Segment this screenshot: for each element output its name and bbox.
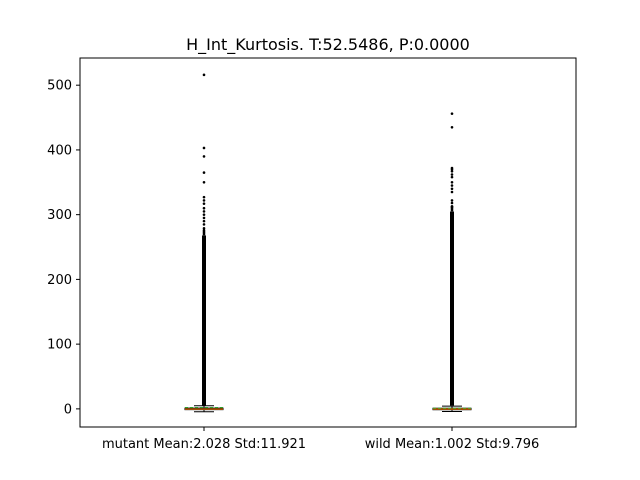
y-tick-label: 100 [47, 338, 72, 353]
outlier-point [450, 112, 454, 115]
x-axis: mutant Mean:2.028 Std:11.921 wild Mean:1.… [102, 427, 539, 452]
chart-title: H_Int_Kurtosis. T:52.5486, P:0.0000 [186, 35, 470, 55]
outlier-point [202, 228, 206, 232]
outlier-point [202, 206, 206, 210]
x-category-label: wild Mean:1.002 Std:9.796 [365, 437, 540, 452]
outlier-point [450, 190, 454, 194]
y-tick-label: 200 [47, 273, 72, 288]
plot-area-frame [79, 57, 577, 428]
y-tick-label: 300 [47, 208, 72, 223]
box-wild [432, 112, 472, 412]
y-tick-label: 0 [64, 402, 72, 417]
box-mutant [184, 73, 224, 413]
outlier-point [202, 73, 206, 77]
outlier-point [450, 199, 454, 202]
outlier-point [450, 166, 454, 170]
outlier-band [202, 235, 206, 406]
outlier-point [202, 195, 206, 199]
outlier-point [202, 199, 206, 202]
outlier-point [450, 173, 454, 176]
outlier-point [450, 180, 454, 184]
outlier-point [450, 175, 454, 179]
outlier-point [450, 201, 454, 205]
outlier-band [450, 211, 454, 406]
y-axis: 0 100 200 300 400 500 [47, 79, 80, 417]
outlier-point [202, 216, 206, 220]
boxes-group [184, 73, 472, 413]
outlier-point [202, 155, 206, 158]
outlier-point [202, 223, 206, 226]
outlier-point [202, 213, 206, 216]
outlier-point [202, 180, 206, 184]
y-tick-label: 400 [47, 143, 72, 158]
outlier-point [202, 219, 206, 223]
outlier-point [202, 146, 206, 150]
outlier-point [450, 125, 454, 129]
outlier-point [450, 187, 454, 191]
outlier-point [450, 184, 454, 187]
outlier-point [202, 171, 206, 174]
y-tick-label: 500 [47, 79, 72, 94]
outlier-point [202, 226, 206, 230]
x-category-label: mutant Mean:2.028 Std:11.921 [102, 437, 306, 452]
outlier-point [202, 202, 206, 205]
outlier-point [450, 169, 454, 173]
outlier-point [202, 210, 206, 213]
outlier-point [450, 205, 454, 209]
